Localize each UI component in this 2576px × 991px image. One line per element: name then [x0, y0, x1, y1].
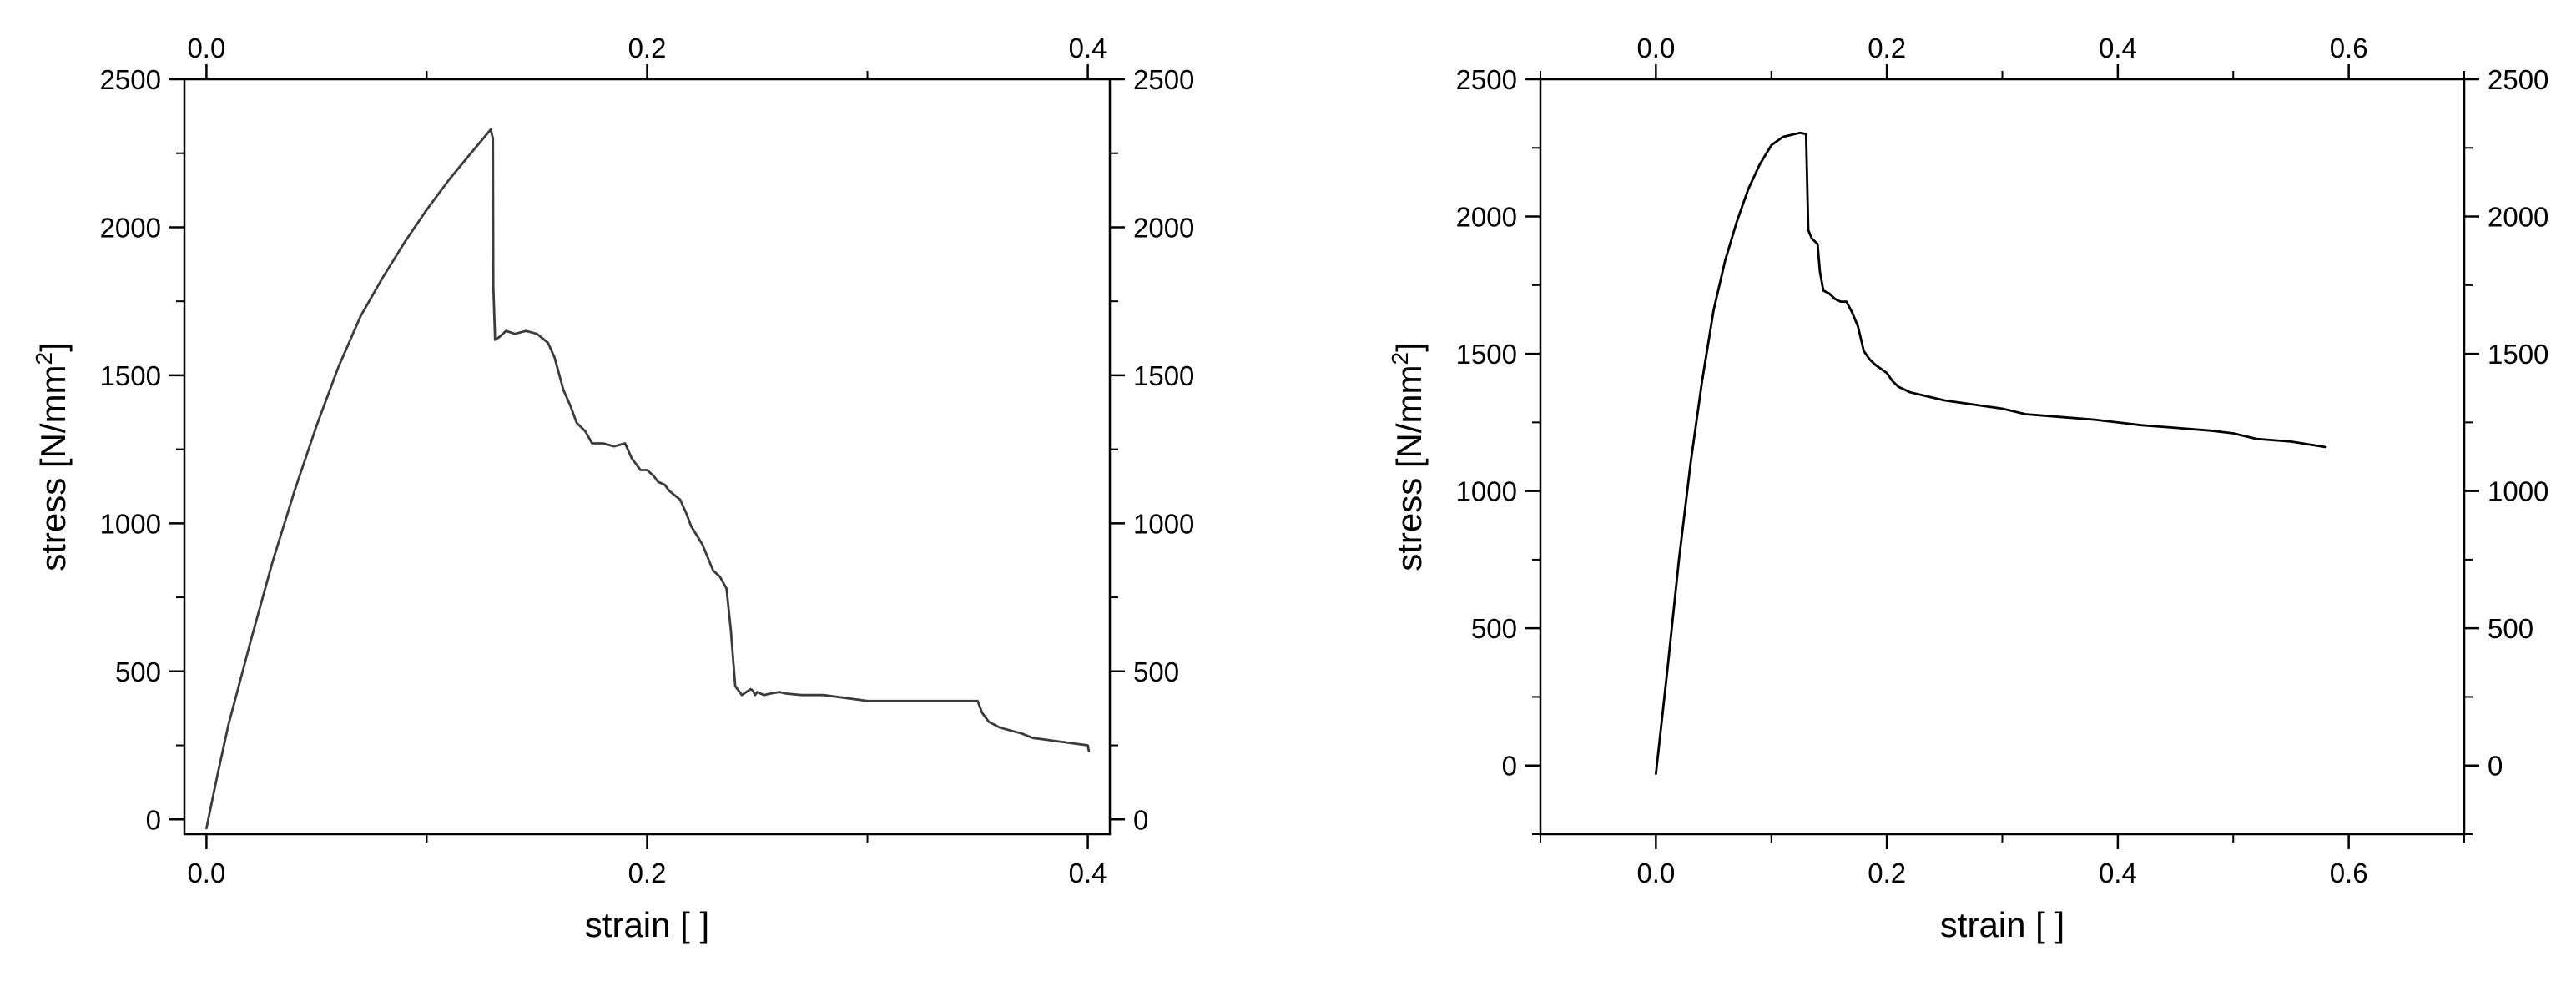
chart-0-x-tick-label-bottom: 0.0	[187, 858, 225, 888]
chart-0-x-tick-label-top: 0.2	[628, 33, 667, 63]
chart-1-x-tick-label-top: 0.6	[2330, 33, 2368, 63]
chart-1-y-tick-label-left: 500	[1471, 613, 1517, 644]
chart-1-y-tick-label-right: 2000	[2488, 202, 2548, 233]
chart-0-series-line-0	[205, 128, 1091, 830]
chart-1-y-tick-label-right: 1000	[2488, 476, 2548, 507]
chart-0-y-tick-label-left: 0	[146, 804, 161, 835]
chart-1-x-tick-label-top: 0.4	[2099, 33, 2137, 63]
chart-1-y-tick-label-right: 2500	[2488, 64, 2548, 95]
chart-right: 0.0 0.0 0.2 0.2 0.4 0.4 0.6 0.6 0 0 500 500 1000 1000…	[1387, 33, 2548, 944]
chart-0-y-axis-title-sup: 2	[31, 352, 57, 365]
chart-1-y-tick-label-left: 2000	[1456, 202, 1517, 233]
chart-0-y-tick-label-left: 1500	[100, 360, 161, 391]
chart-0-y-tick-label-right: 0	[1133, 804, 1148, 835]
chart-0-x-tick-label-top: 0.4	[1069, 33, 1107, 63]
chart-0-y-tick-label-right: 1500	[1133, 360, 1194, 391]
chart-1-y-tick-label-left: 2500	[1456, 64, 1517, 95]
chart-0-y-tick-label-right: 2500	[1133, 64, 1194, 95]
chart-0-y-tick-label-left: 1000	[100, 508, 161, 539]
chart-0-y-tick-label-left: 500	[115, 656, 161, 687]
chart-1-x-tick-label-bottom: 0.4	[2099, 858, 2137, 888]
chart-1-x-tick-label-top: 0.2	[1868, 33, 1906, 63]
chart-left: 0.0 0.0 0.2 0.2 0.4 0.4 0 0 500 500 1000 1000 1500 15…	[31, 33, 1194, 944]
chart-1-y-axis-title-main: stress [N/mm	[1389, 365, 1429, 571]
chart-1-series-line-0	[1655, 131, 2327, 775]
chart-1-x-tick-label-bottom: 0.2	[1868, 858, 1906, 888]
chart-0-y-axis-title: stress [N/mm2]	[31, 342, 73, 571]
chart-1-y-tick-label-left: 0	[1502, 751, 1517, 782]
chart-0-y-tick-label-right: 1000	[1133, 508, 1194, 539]
chart-1-y-tick-label-left: 1500	[1456, 339, 1517, 370]
chart-0-y-tick-label-left: 2000	[100, 212, 161, 243]
chart-0-x-tick-label-bottom: 0.2	[628, 858, 667, 888]
chart-1-y-axis-title: stress [N/mm2]	[1387, 342, 1429, 571]
chart-1-y-axis-title-end: ]	[1389, 342, 1429, 352]
chart-0-plot-frame	[183, 78, 1112, 836]
chart-1-y-tick-label-right: 1500	[2488, 339, 2548, 370]
chart-1-x-tick-label-bottom: 0.0	[1636, 858, 1675, 888]
chart-0-y-tick-label-right: 2000	[1133, 212, 1194, 243]
chart-1-x-tick-label-top: 0.0	[1636, 33, 1675, 63]
chart-0-y-axis-title-main: stress [N/mm	[33, 365, 73, 571]
chart-1-plot-frame	[1539, 78, 2466, 836]
chart-0-x-axis-title: strain [ ]	[585, 905, 709, 944]
chart-1-x-tick-label-bottom: 0.6	[2330, 858, 2368, 888]
chart-1-y-tick-label-left: 1000	[1456, 476, 1517, 507]
chart-1-y-tick-label-right: 500	[2488, 613, 2533, 644]
chart-1-y-axis-title-sup: 2	[1387, 352, 1413, 365]
chart-0-y-tick-label-left: 2500	[100, 64, 161, 95]
chart-1-y-tick-label-right: 0	[2488, 751, 2503, 782]
chart-0-x-tick-label-top: 0.0	[187, 33, 225, 63]
chart-1-x-axis-title: strain [ ]	[1940, 905, 2064, 944]
chart-0-y-axis-title-end: ]	[33, 342, 73, 352]
chart-0-x-tick-label-bottom: 0.4	[1069, 858, 1107, 888]
chart-0-y-tick-label-right: 500	[1133, 656, 1179, 687]
